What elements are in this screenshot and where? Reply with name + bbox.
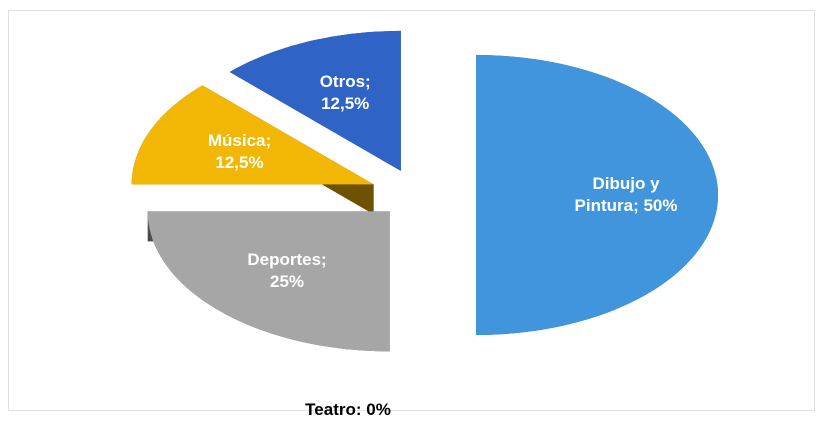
chart-frame [8, 10, 815, 411]
data-label: Deportes; 25% [247, 249, 327, 291]
data-label: Teatro: 0% [305, 400, 391, 419]
data-label: Otros; 12,5% [319, 72, 371, 114]
slice [476, 55, 718, 335]
data-label: Dibujo y Pintura; 50% [574, 174, 678, 215]
slice [147, 211, 390, 352]
slice [229, 30, 401, 171]
slice [131, 85, 374, 185]
data-label: Música; 12,5% [207, 131, 272, 173]
